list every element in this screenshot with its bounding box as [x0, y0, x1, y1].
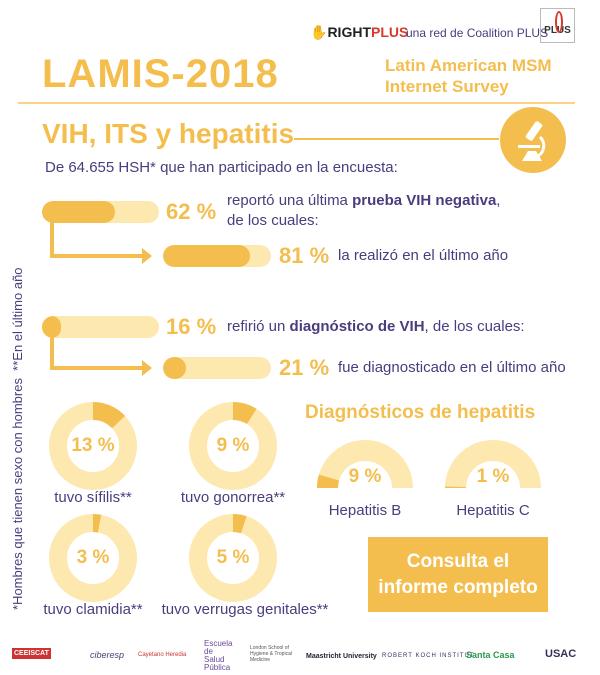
partner-logo-salud-publica: Escuela de Salud Pública [204, 640, 234, 672]
hepatitis-title: Diagnósticos de hepatitis [305, 402, 536, 423]
subtitle-line2: Internet Survey [385, 77, 509, 96]
logo-text: Escuela de Salud Pública [204, 639, 233, 672]
hepatitis-b-value: 9 % [348, 466, 382, 487]
hepatitis-b-caption: Hepatitis B [328, 502, 402, 519]
percent-test-last-year: 81 % [279, 243, 330, 268]
section-title: VIH, ITS y hepatitis [42, 118, 295, 149]
text-post: , [496, 192, 501, 209]
donut-caption-chlamydia: tuvo clamidia** [43, 601, 143, 618]
donut-value-warts: 5 % [216, 547, 250, 568]
donut-segment [93, 514, 102, 533]
hepatitis-c-value: 1 % [476, 466, 510, 487]
cta-line1: Consulta el [406, 550, 510, 572]
partner-logo-maastricht: Maastricht University [306, 653, 377, 660]
progress-bar-diagnosed-last-year [163, 357, 271, 379]
diagnosed-last-year-text: fue diagnosticado en el último año [338, 359, 566, 376]
coalition-plus-logo: PLUS [540, 8, 575, 43]
progress-bar-hiv-diagnosis [42, 316, 159, 338]
progress-bar-hiv-test [42, 201, 159, 223]
donut-value-gonorrhea: 9 % [216, 435, 250, 456]
text-pre: refirió un [227, 318, 290, 335]
full-report-button[interactable]: Consulta el informe completo [368, 537, 548, 612]
page-title: LAMIS-2018 [42, 52, 279, 96]
donut-value-chlamydia: 3 % [76, 547, 110, 568]
connector-arrow [50, 220, 152, 264]
hepatitis-c-caption: Hepatitis C [456, 502, 530, 519]
partner-logo-usac: USAC [545, 648, 577, 660]
test-last-year-text: la realizó en el último año [338, 247, 509, 264]
partner-logo-rki: ROBERT KOCH INSTITUT [382, 653, 475, 659]
text-line2: de los cuales: [227, 212, 319, 229]
microscope-icon [500, 107, 566, 173]
partner-logo-ceeiscat: CEEISCAT [12, 648, 51, 659]
half-donut-track [317, 439, 413, 488]
hand-icon: ✋ [310, 24, 328, 40]
logo-text: CEEISCAT [12, 648, 51, 659]
cta-line2: informe completo [378, 576, 538, 598]
percent-diagnosed-last-year: 21 % [279, 355, 330, 380]
donut-caption-syphilis: tuvo sífilis** [54, 489, 132, 506]
brand-plus: PLUS [371, 24, 409, 40]
donut-segment [233, 402, 257, 425]
donut-caption-warts: tuvo verrugas genitales** [161, 601, 329, 618]
partner-logo-santa-casa: Santa Casa [466, 650, 515, 660]
brand-right: RIGHT [327, 24, 371, 40]
text-pre: reportó una última [227, 192, 353, 209]
bar-fill [42, 201, 115, 223]
subtitle: Latin American MSM Internet Survey [385, 55, 552, 97]
donut-value-syphilis: 13 % [71, 435, 115, 456]
connector-arrow [50, 335, 152, 376]
bar-fill [42, 316, 61, 338]
partner-logo-ciberesp: ciberesp [90, 650, 125, 660]
logo-text: London School of Hygiene & Tropical Medi… [250, 645, 292, 663]
text-bold: prueba VIH negativa [352, 192, 497, 209]
network-text: una red de Coalition PLUS [406, 26, 549, 40]
red-ribbon-icon [555, 11, 563, 33]
bar-fill [163, 245, 251, 267]
title-rule [294, 138, 499, 140]
progress-bar-test-last-year [163, 245, 271, 267]
percent-hiv-diagnosis: 16 % [166, 314, 217, 339]
text-bold: diagnóstico de VIH [289, 318, 425, 335]
bar-fill [163, 357, 186, 379]
percent-hiv-test: 62 % [166, 199, 217, 224]
half-donut-segment [445, 486, 467, 488]
header-divider [18, 102, 575, 104]
subtitle-line1: Latin American MSM [385, 56, 552, 75]
donut-segment [233, 514, 247, 534]
partner-logo-lshtm: London School of Hygiene & Tropical Medi… [250, 645, 300, 663]
rightplus-logo: ✋RIGHTPLUS [310, 24, 408, 41]
text-post: , de los cuales: [424, 318, 525, 335]
hiv-diagnosis-text: refirió un diagnóstico de VIH, de los cu… [227, 317, 525, 337]
partner-logo-cayetano: Cayetano Heredia [138, 652, 187, 658]
hiv-test-text: reportó una última prueba VIH negativa, … [227, 191, 500, 231]
half-donut-track [445, 439, 541, 488]
half-donut-segment [317, 474, 340, 488]
intro-text: De 64.655 HSH* que han participado en la… [45, 159, 398, 176]
donut-segment [93, 402, 126, 429]
donut-caption-gonorrhea: tuvo gonorrea** [180, 489, 286, 506]
